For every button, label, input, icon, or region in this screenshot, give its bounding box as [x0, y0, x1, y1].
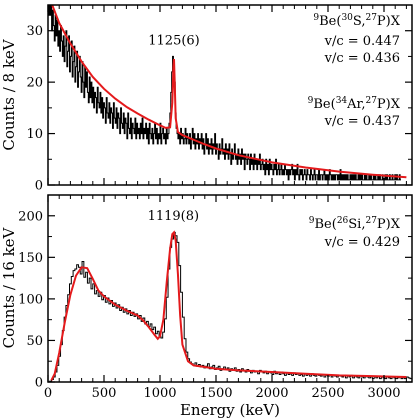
y-tick-label: 0 [35, 179, 43, 194]
annotation-line: v/c = 0.429 [324, 235, 400, 250]
x-tick-label: 2000 [255, 386, 288, 401]
y-tick-label: 200 [18, 209, 43, 224]
peak-label-bottom: 1119(8) [148, 209, 200, 224]
x-tick-label: 1000 [143, 386, 176, 401]
x-tick-label: 3000 [367, 386, 400, 401]
annotation-line: v/c = 0.436 [324, 51, 400, 66]
annotation-line: 9Be(30S,27P)X [313, 13, 400, 29]
axes-frame-bottom [47, 194, 413, 383]
panel-top: 0 10 20 30 Counts / 8 keV 1125(6) 9Be(30S,27P)… [0, 4, 413, 194]
y-axis-title-bottom: Counts / 16 keV [0, 226, 18, 348]
y-tick-label: 30 [26, 24, 43, 39]
x-axis-title-bottom: Energy (keV) [180, 401, 280, 419]
x-tick-label: 2500 [311, 386, 344, 401]
annotation-line: v/c = 0.437 [324, 114, 400, 129]
peak-label-top: 1125(6) [148, 33, 200, 48]
y-axis-title-top: Counts / 8 keV [0, 38, 18, 150]
y-tick-label: 10 [26, 127, 43, 142]
x-tick-label: 500 [92, 386, 117, 401]
y-tick-label: 50 [26, 334, 43, 349]
annotation-line: 9Be(34Ar,27P)X [308, 96, 401, 112]
x-tick-label: 0 [44, 386, 52, 401]
fit-curve-bottom [50, 230, 407, 381]
panel-bottom: 0 500 1000 1500 2000 2500 3000 0 50 100 150 200Coun… [0, 194, 413, 419]
annotation-line: v/c = 0.447 [324, 34, 400, 49]
y-tick-label: 0 [35, 376, 43, 391]
histogram-top [48, 5, 402, 181]
y-tick-label: 20 [26, 76, 43, 91]
x-tick-label: 1500 [199, 386, 232, 401]
histogram-bottom [48, 231, 412, 382]
y-tick-label: 100 [18, 292, 43, 307]
annotation-line: 9Be(26Si,27P)X [309, 216, 401, 232]
y-tick-label: 150 [18, 251, 43, 266]
fit-curve-top [51, 5, 407, 179]
axes-frame-top [47, 4, 413, 186]
